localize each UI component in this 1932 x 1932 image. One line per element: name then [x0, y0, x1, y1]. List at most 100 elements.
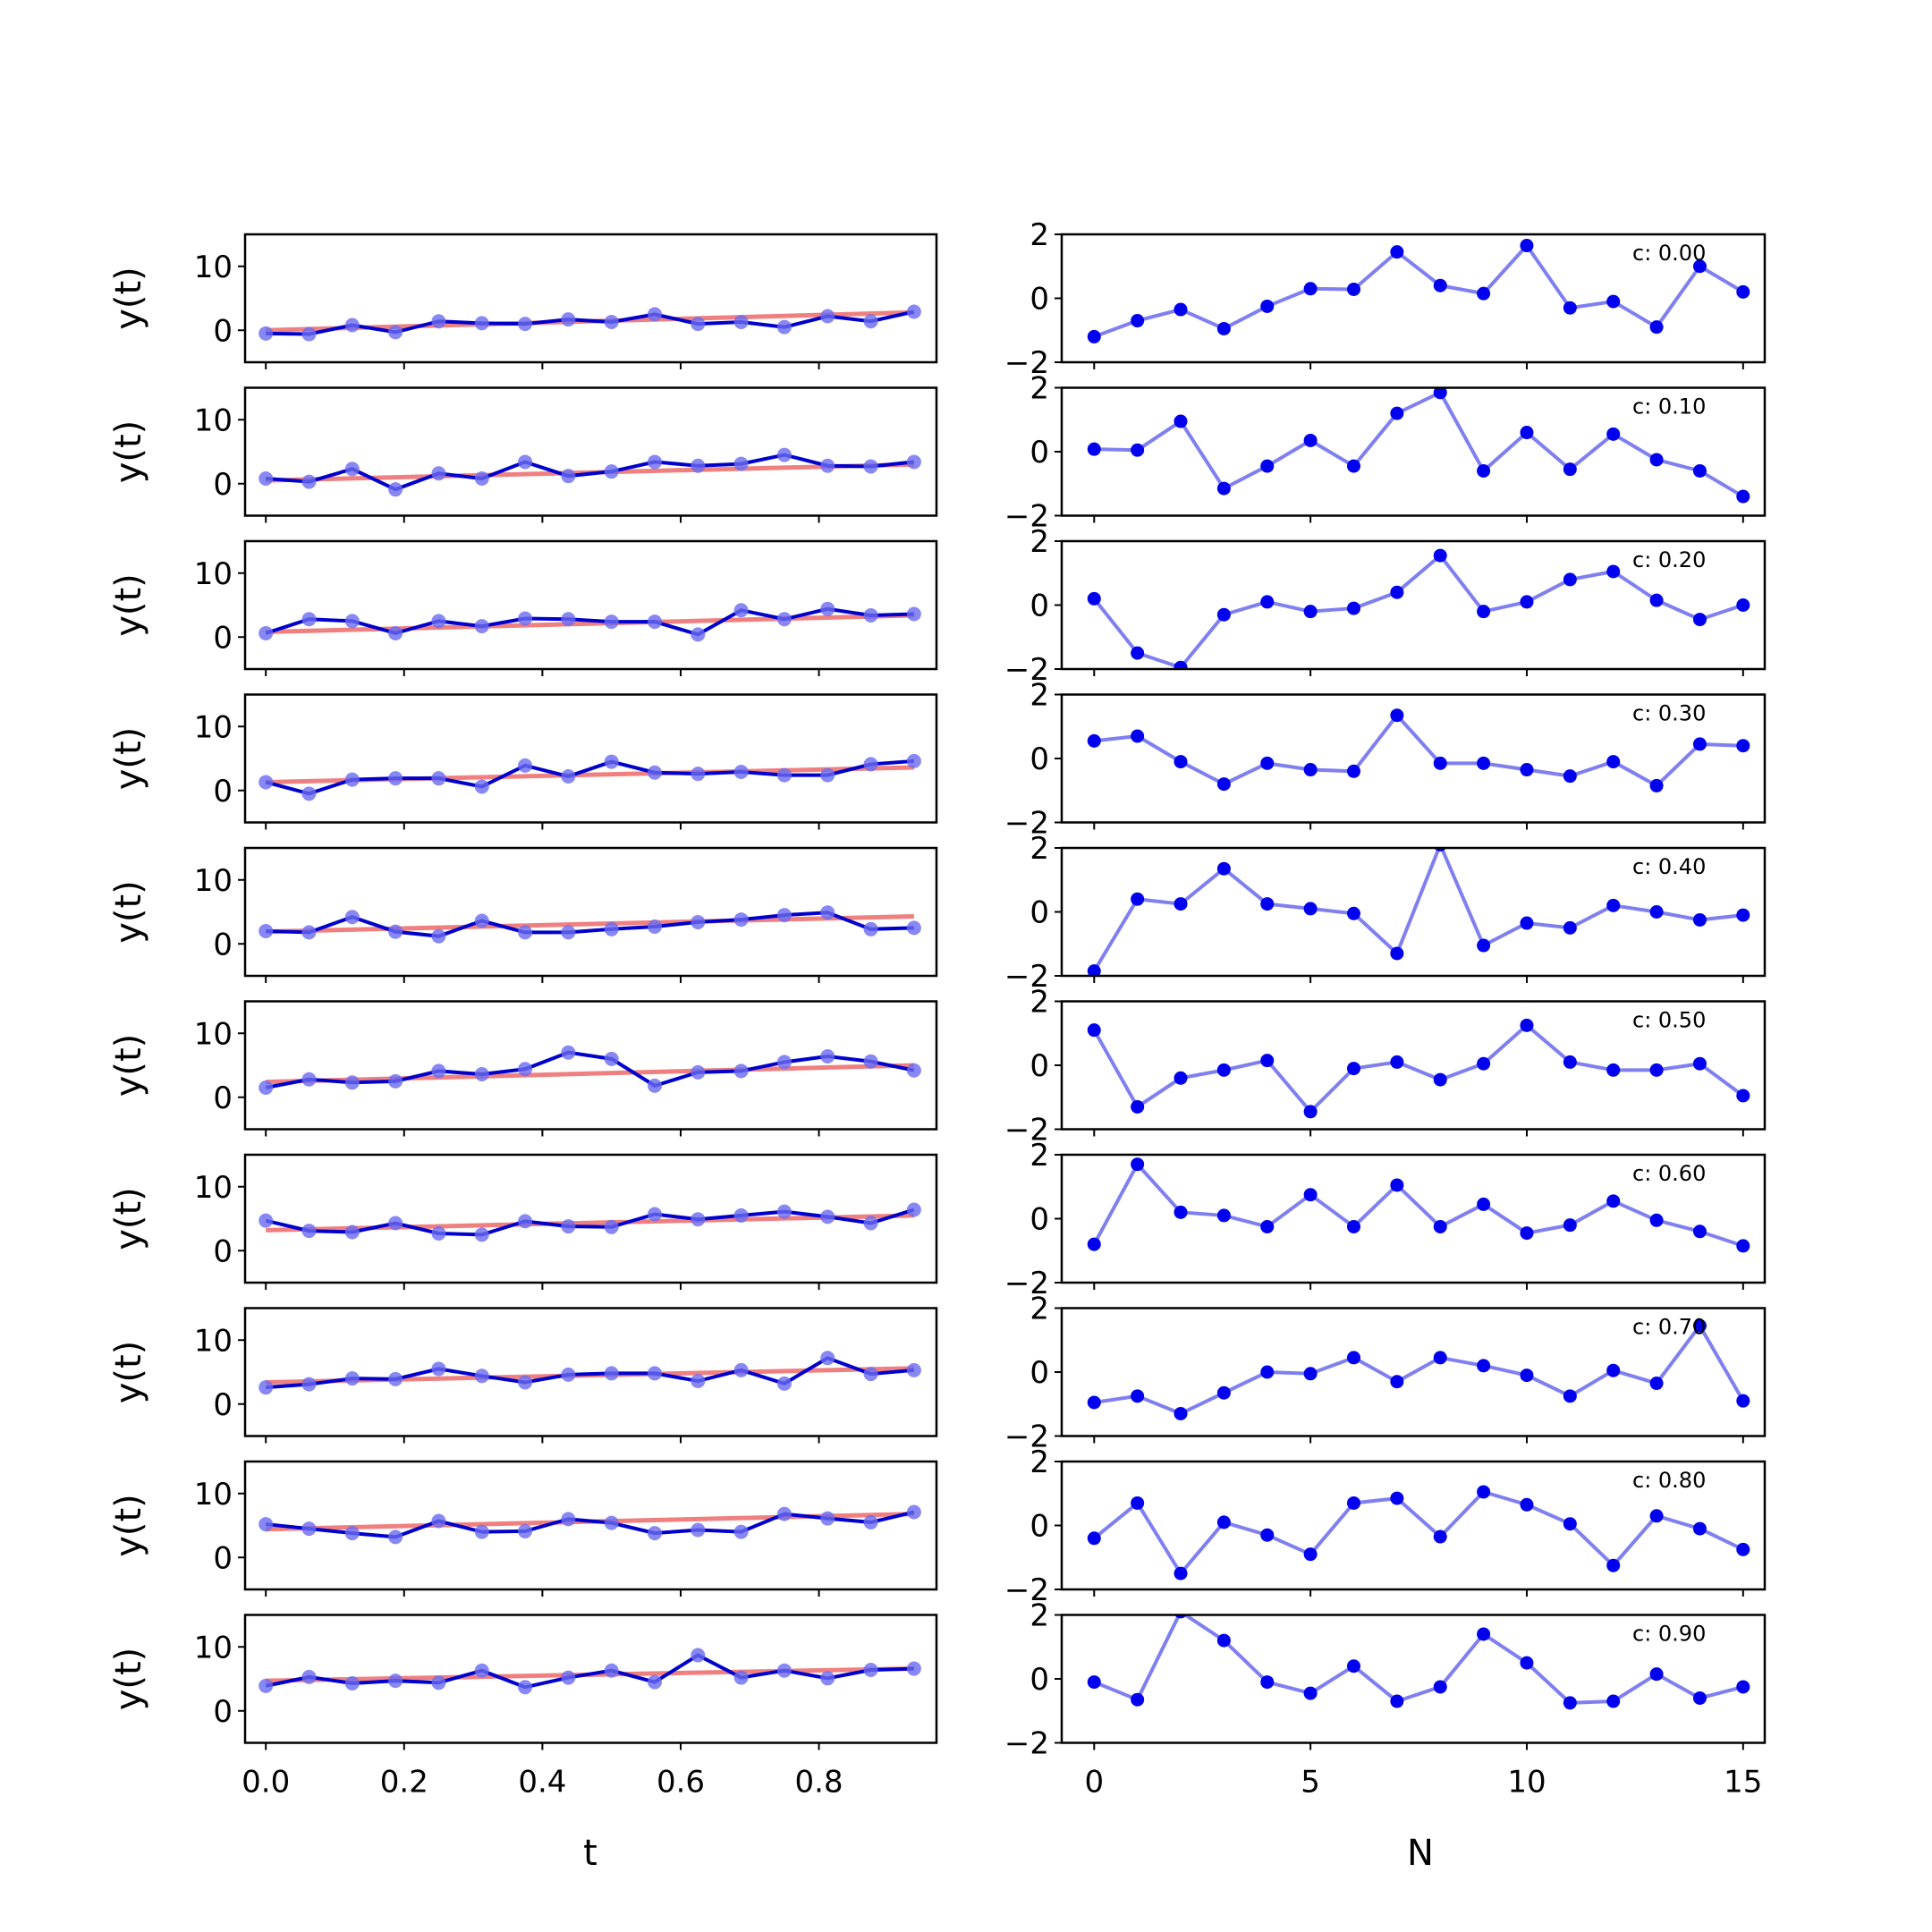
data-point	[344, 1371, 360, 1386]
left-column-panels: 0 10 y(t) 0 10 y(t) 0 10 y(t) 0 10 y(t) 0 10 y(t) 0 10 y(…	[108, 233, 938, 1801]
data-point	[604, 1663, 619, 1678]
residual-point	[1303, 902, 1318, 916]
data-point	[474, 1524, 489, 1539]
right-y-tick-label: 2	[1030, 1138, 1049, 1174]
data-point	[604, 314, 619, 329]
residual-point	[1346, 282, 1360, 296]
residual-point	[1216, 777, 1231, 792]
residual-point	[1563, 1389, 1577, 1403]
residual-point	[1390, 1491, 1404, 1505]
residual-point	[1303, 282, 1318, 296]
right-y-tick-label: 0	[1030, 1202, 1049, 1238]
residual-point	[1520, 763, 1534, 777]
data-point	[604, 921, 619, 936]
data-point	[431, 928, 446, 944]
residual-point	[1649, 778, 1664, 792]
c-annotation: c: 0.60	[1632, 1161, 1706, 1186]
data-point	[820, 1351, 835, 1366]
data-point	[776, 908, 792, 923]
right-y-tick-label: 0	[1030, 1509, 1049, 1545]
residual-point	[1606, 294, 1621, 309]
left-plot-area-9	[258, 1648, 921, 1695]
left-axes-frame	[243, 233, 938, 364]
residual-point	[1433, 387, 1447, 400]
left-panel-7: 0 10 y(t)	[108, 1307, 938, 1444]
left-x-tick-label: 0.0	[242, 1765, 290, 1801]
left-y-tick-label: 10	[194, 1016, 233, 1052]
data-point	[733, 603, 749, 618]
residual-point	[1649, 320, 1664, 335]
data-point	[431, 614, 446, 629]
residual-point	[1692, 1521, 1707, 1536]
data-point	[518, 1375, 533, 1390]
data-point	[561, 1670, 576, 1685]
data-point	[691, 1522, 706, 1538]
residual-point	[1692, 1056, 1707, 1071]
residual-line	[1093, 1614, 1744, 1705]
residual-point	[1736, 739, 1750, 753]
data-point	[820, 905, 835, 920]
data-point	[776, 1663, 792, 1678]
data-point	[776, 612, 792, 627]
residual-point	[1736, 908, 1750, 922]
right-plot-area-8	[1087, 1485, 1750, 1580]
left-panel-1: 0 10 y(t)	[108, 386, 938, 523]
right-axes-frame	[1060, 1460, 1767, 1591]
data-point	[301, 925, 317, 940]
data-point	[648, 454, 663, 470]
left-plot-area-7	[258, 1351, 921, 1395]
data-point	[691, 767, 706, 782]
residual-point	[1520, 1497, 1534, 1512]
data-point	[474, 1227, 489, 1242]
data-point	[431, 1675, 446, 1690]
data-point	[906, 753, 921, 768]
data-point	[344, 614, 360, 629]
data-point	[344, 1224, 360, 1240]
residual-point	[1346, 601, 1360, 615]
residual-point	[1606, 1694, 1621, 1708]
right-y-tick-label: 0	[1030, 741, 1049, 777]
data-point	[604, 1051, 619, 1066]
data-point	[733, 1362, 749, 1377]
data-point	[691, 1212, 706, 1227]
data-point	[906, 1661, 921, 1676]
left-y-tick-label: 0	[213, 1080, 233, 1116]
left-plot-area-4	[258, 905, 921, 944]
residual-point	[1606, 1558, 1621, 1572]
data-point	[648, 1078, 663, 1093]
residual-point	[1346, 1496, 1360, 1510]
left-axes-frame	[243, 1307, 938, 1437]
residual-point	[1087, 1531, 1101, 1546]
series-line	[266, 911, 914, 938]
right-y-tick-label: 2	[1030, 831, 1049, 867]
left-y-tick-label: 0	[213, 313, 233, 349]
left-x-tick-label: 0.4	[518, 1765, 566, 1801]
left-plot-area-1	[258, 447, 921, 497]
residual-line	[1092, 1161, 1744, 1248]
residual-point	[1087, 733, 1101, 748]
residual-point	[1087, 1395, 1101, 1410]
data-point	[863, 1054, 878, 1069]
data-point	[648, 765, 663, 780]
right-axes-frame	[1060, 1614, 1767, 1744]
right-y-tick-label: 0	[1030, 435, 1049, 470]
left-y-tick-label: 10	[194, 250, 233, 285]
residual-point	[1087, 964, 1101, 976]
left-y-tick-label: 0	[213, 1694, 233, 1730]
residual-point	[1433, 756, 1447, 770]
data-point	[258, 326, 274, 341]
right-panel-0: −2 0 2 c: 0.00	[1004, 217, 1767, 381]
residual-point	[1087, 1023, 1101, 1038]
data-point	[474, 316, 489, 331]
residual-point	[1606, 755, 1621, 769]
data-point	[388, 625, 403, 640]
residual-point	[1520, 1226, 1534, 1241]
residual-point	[1131, 646, 1145, 660]
y-axis-title: y(t)	[108, 1034, 149, 1097]
data-point	[820, 1671, 835, 1686]
left-axes-frame	[243, 1614, 938, 1744]
residual-point	[1692, 1690, 1707, 1705]
residual-point	[1131, 1157, 1145, 1172]
y-axis-title: y(t)	[108, 1494, 149, 1557]
data-point	[776, 447, 792, 462]
